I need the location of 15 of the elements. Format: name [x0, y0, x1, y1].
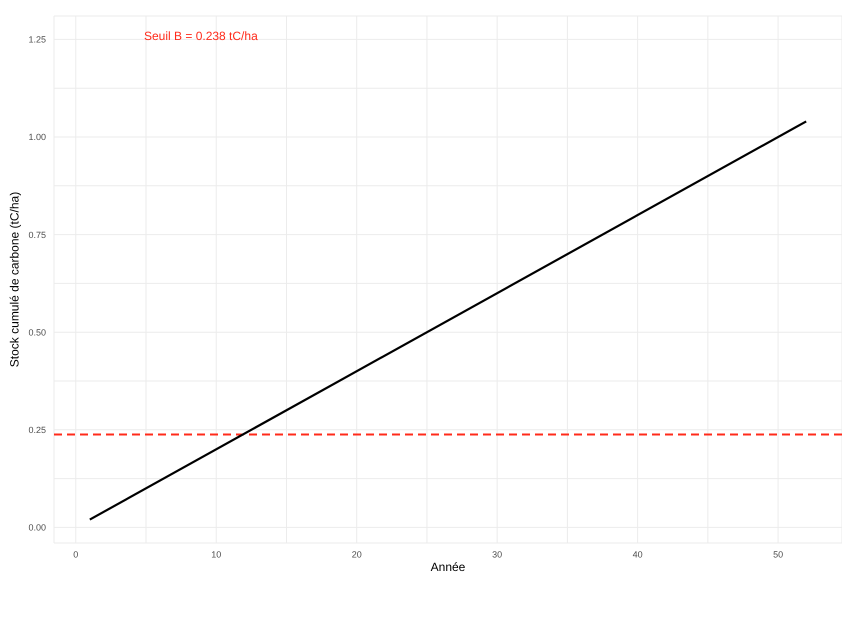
- y-axis-title: Stock cumulé de carbone (tC/ha): [7, 192, 22, 368]
- y-tick-label: 1.25: [28, 34, 46, 45]
- y-tick-label: 0.00: [28, 522, 46, 533]
- x-tick-label: 40: [632, 549, 643, 560]
- y-tick-label: 0.50: [28, 327, 46, 338]
- ref-line-label: Seuil B = 0.238 tC/ha: [144, 29, 258, 43]
- x-tick-label: 20: [352, 549, 362, 560]
- x-tick-label: 50: [773, 549, 784, 560]
- x-tick-label: 30: [492, 549, 502, 560]
- y-tick-label: 0.75: [28, 230, 46, 240]
- x-axis-title: Année: [430, 560, 466, 574]
- x-tick-label: 0: [73, 549, 78, 560]
- y-tick-label: 1.00: [28, 132, 46, 142]
- y-tick-label: 0.25: [28, 424, 46, 435]
- x-tick-label: 10: [211, 549, 222, 560]
